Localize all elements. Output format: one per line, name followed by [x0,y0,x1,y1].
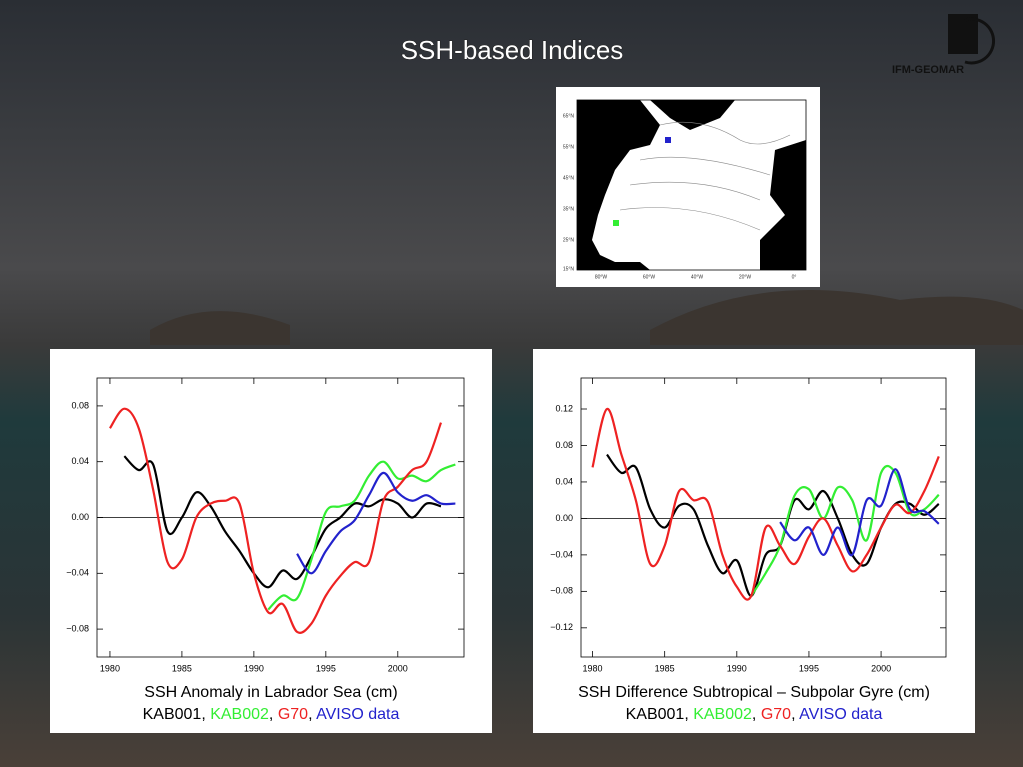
legend-entry: G70 [278,706,308,723]
legend-entry: KAB001 [143,706,202,723]
legend-entry: KAB002 [693,706,752,723]
series-line [591,407,940,601]
box-subtropical [613,220,619,226]
legend-entry: AVISO data [799,706,882,723]
series-line [750,464,940,597]
plot-frame [580,377,947,658]
map-lat-label: 15°N [563,266,575,272]
x-tick-label: 2000 [871,663,891,673]
map-lat-label: 35°N [563,206,575,212]
map [556,87,820,287]
logo-mark [948,14,978,54]
series-line [109,407,443,634]
x-tick-label: 1985 [655,663,675,673]
legend-separator: , [791,706,799,723]
y-tick-label: −0.04 [550,549,573,559]
chart-panel [533,349,975,733]
x-tick-label: 1995 [799,663,819,673]
map-lat-label: 55°N [563,144,575,150]
legend-entry: KAB001 [626,706,685,723]
chart-caption: SSH Difference Subtropical – Subpolar Gy… [578,684,930,701]
series-line [779,468,940,557]
legend-separator: , [308,706,316,723]
legend-entry: G70 [761,706,791,723]
x-tick-label: 1980 [583,663,603,673]
x-tick-label: 1995 [316,663,336,673]
x-tick-label: 1985 [172,663,192,673]
line-chart: −0.12 −0.08 −0.04 0.00 0.04 0.08 0.12 1980 1985 1… [550,377,947,723]
map-lat-label: 45°N [563,175,575,181]
rocks [150,290,1023,345]
y-tick-label: 0.04 [71,456,89,466]
y-tick-label: −0.04 [66,568,89,578]
legend-separator: , [752,706,761,723]
legend-entry: AVISO data [316,706,399,723]
y-tick-label: 0.00 [555,513,573,523]
legend-separator: , [201,706,210,723]
series-line [296,471,456,575]
map-lon-label: 0° [792,274,797,280]
legend-separator: , [684,706,693,723]
x-tick-label: 1980 [100,663,120,673]
line-chart: −0.08 −0.04 0.00 0.04 0.08 1980 1985 1990 1995 20… [66,377,465,723]
series-line [123,455,442,589]
y-tick-label: 0.08 [71,400,89,410]
y-tick-label: 0.08 [555,440,573,450]
x-tick-label: 1990 [727,663,747,673]
legend-entry: KAB002 [210,706,269,723]
logo: IFM-GEOMAR [892,14,996,76]
box-labrador [665,137,671,143]
map-lat-label: 25°N [563,237,575,243]
series-line [267,460,456,611]
map-lon-label: 80°W [595,274,608,280]
y-tick-label: 0.04 [555,476,573,486]
y-tick-label: −0.08 [66,623,89,633]
land-greenland [650,100,735,130]
logo-text: IFM-GEOMAR [892,64,964,76]
slide-title: SSH-based Indices [401,35,624,65]
y-tick-label: −0.12 [550,622,573,632]
legend: KAB001, KAB002, G70, AVISO data [626,706,883,723]
x-tick-label: 1990 [244,663,264,673]
map-lon-label: 60°W [643,274,656,280]
land-europe-africa [760,140,806,270]
map-lon-label: 40°W [691,274,704,280]
map-lat-label: 65°N [563,113,575,119]
x-tick-label: 2000 [388,663,408,673]
y-tick-label: −0.08 [550,586,573,596]
chart-caption: SSH Anomaly in Labrador Sea (cm) [144,684,397,701]
y-tick-label: 0.12 [555,403,573,413]
legend: KAB001, KAB002, G70, AVISO data [143,706,400,723]
logo-arc [964,17,996,65]
contours [619,121,791,231]
land-america [577,100,660,270]
legend-separator: , [269,706,278,723]
map-lon-label: 20°W [739,274,752,280]
chart-panel [50,349,492,733]
y-tick-label: 0.00 [71,512,89,522]
